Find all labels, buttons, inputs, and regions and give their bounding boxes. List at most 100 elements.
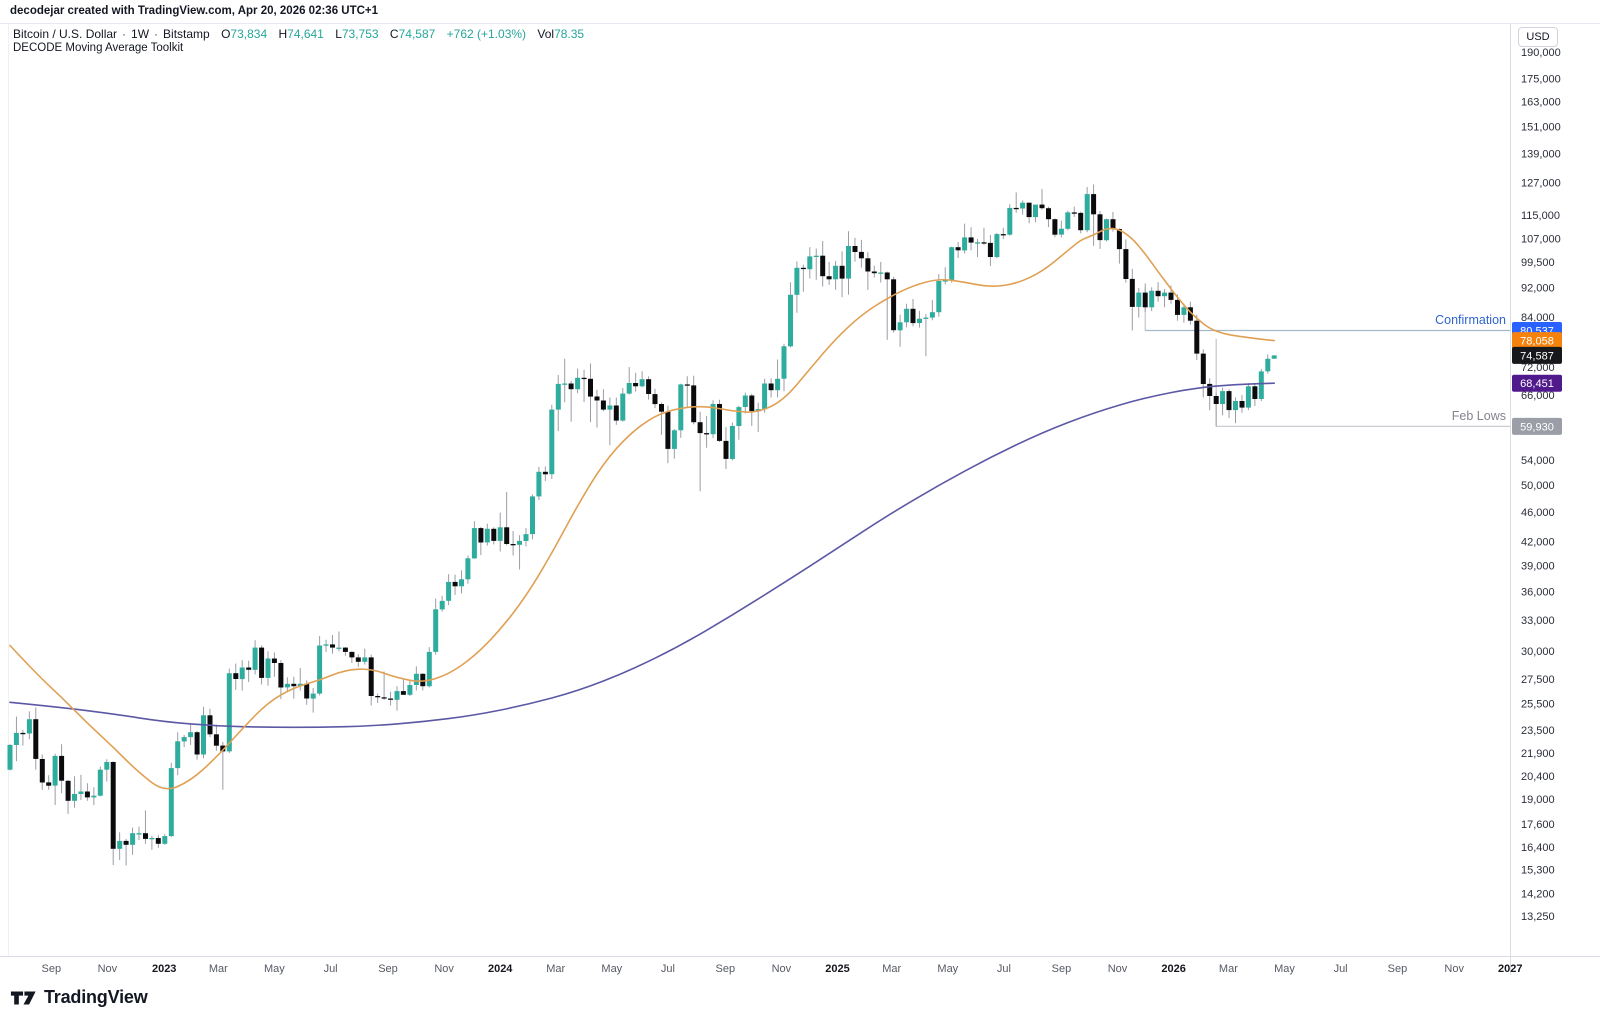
candle bbox=[562, 383, 568, 385]
candle bbox=[826, 276, 832, 280]
tradingview-mark-icon bbox=[10, 990, 36, 1005]
candle bbox=[1116, 229, 1122, 250]
price-tick: 39,000 bbox=[1521, 561, 1555, 573]
candle bbox=[465, 558, 471, 580]
candle bbox=[1007, 207, 1013, 235]
feb-lows-drawing-label[interactable]: Feb Lows bbox=[1451, 409, 1506, 424]
candle bbox=[775, 378, 781, 391]
volume-value: 78.35 bbox=[554, 27, 585, 41]
candle bbox=[923, 317, 929, 319]
candle bbox=[291, 683, 297, 687]
candle bbox=[110, 762, 116, 849]
candle bbox=[446, 581, 452, 601]
candle bbox=[975, 242, 980, 244]
candle bbox=[407, 685, 413, 695]
candle bbox=[510, 544, 516, 546]
candle bbox=[1020, 202, 1026, 209]
candle bbox=[833, 265, 839, 280]
candle bbox=[143, 833, 148, 839]
confirmation-drawing-label[interactable]: Confirmation bbox=[1435, 313, 1506, 328]
price-tick: 66,000 bbox=[1521, 390, 1555, 402]
candle bbox=[575, 377, 581, 390]
candle bbox=[904, 308, 910, 323]
tradingview-logo[interactable]: TradingView bbox=[10, 987, 148, 1008]
candle bbox=[1239, 401, 1245, 408]
candle bbox=[536, 471, 542, 497]
candle bbox=[52, 755, 58, 786]
candle bbox=[1181, 307, 1187, 315]
currency-toggle[interactable]: USD bbox=[1518, 27, 1558, 47]
candle bbox=[20, 732, 26, 735]
candle bbox=[484, 528, 490, 543]
candle bbox=[33, 719, 39, 759]
candle bbox=[1258, 371, 1264, 399]
candle bbox=[626, 383, 632, 394]
candle bbox=[1058, 228, 1064, 235]
candle bbox=[310, 693, 316, 699]
candle bbox=[1207, 383, 1213, 396]
price-tick: 19,000 bbox=[1521, 794, 1555, 806]
candle bbox=[1149, 290, 1155, 308]
candle bbox=[123, 840, 129, 845]
candle bbox=[72, 794, 77, 801]
candle bbox=[749, 395, 755, 412]
low-value: 73,753 bbox=[341, 27, 379, 41]
price-tick: 127,000 bbox=[1521, 178, 1561, 190]
price-tick: 54,000 bbox=[1521, 455, 1555, 467]
candle bbox=[375, 696, 381, 698]
candle bbox=[723, 440, 729, 459]
candle bbox=[252, 647, 258, 670]
candle bbox=[910, 308, 916, 324]
candle bbox=[684, 384, 690, 386]
price-tick: 25,500 bbox=[1521, 699, 1555, 711]
candle bbox=[1000, 234, 1006, 236]
candle bbox=[1129, 278, 1135, 307]
price-badge-slow-ma-price: 68,451 bbox=[1512, 374, 1562, 392]
interval-label[interactable]: 1W bbox=[131, 27, 150, 41]
time-tick: Mar bbox=[882, 963, 901, 975]
candle bbox=[671, 430, 677, 449]
indicator-title[interactable]: DECODE Moving Average Toolkit bbox=[13, 41, 184, 54]
candle bbox=[929, 312, 935, 318]
time-tick: 2027 bbox=[1498, 963, 1522, 975]
price-badge-last-price: 74,587 bbox=[1512, 346, 1562, 364]
separator-dot: · bbox=[154, 27, 159, 41]
svg-text:59,930: 59,930 bbox=[1520, 421, 1554, 433]
candle bbox=[1252, 386, 1258, 399]
candle bbox=[104, 762, 110, 770]
candle bbox=[865, 258, 871, 272]
candle bbox=[1084, 194, 1090, 231]
candle bbox=[1233, 401, 1238, 411]
slow-ma-line bbox=[9, 382, 1275, 729]
candle bbox=[1220, 391, 1226, 404]
candle bbox=[1265, 358, 1271, 372]
candle bbox=[65, 780, 71, 801]
candle bbox=[413, 673, 419, 685]
price-tick: 17,600 bbox=[1521, 819, 1555, 831]
candle bbox=[46, 782, 52, 786]
time-tick: May bbox=[264, 963, 285, 975]
time-tick: Jul bbox=[661, 963, 675, 975]
candle bbox=[568, 383, 574, 390]
candle bbox=[788, 294, 793, 347]
candle bbox=[800, 267, 806, 270]
time-tick: 2025 bbox=[825, 963, 849, 975]
price-badge-feb-lows-price: 59,930 bbox=[1512, 417, 1562, 435]
ohlc-close: C74,587 bbox=[389, 27, 436, 41]
symbol-info-row: Bitcoin / U.S. Dollar · 1W · Bitstamp O73,83… bbox=[13, 27, 584, 41]
candle bbox=[323, 644, 329, 646]
exchange-label[interactable]: Bitstamp bbox=[163, 27, 210, 41]
candle bbox=[1078, 212, 1084, 231]
candle bbox=[130, 833, 136, 845]
candle bbox=[736, 407, 742, 426]
candle bbox=[852, 246, 858, 252]
candle bbox=[981, 242, 987, 244]
candle bbox=[162, 836, 168, 844]
candle bbox=[652, 394, 658, 405]
candle bbox=[213, 734, 219, 746]
candle bbox=[768, 383, 774, 391]
candle bbox=[639, 379, 645, 387]
candle bbox=[1162, 292, 1167, 297]
symbol-title[interactable]: Bitcoin / U.S. Dollar bbox=[13, 27, 118, 41]
